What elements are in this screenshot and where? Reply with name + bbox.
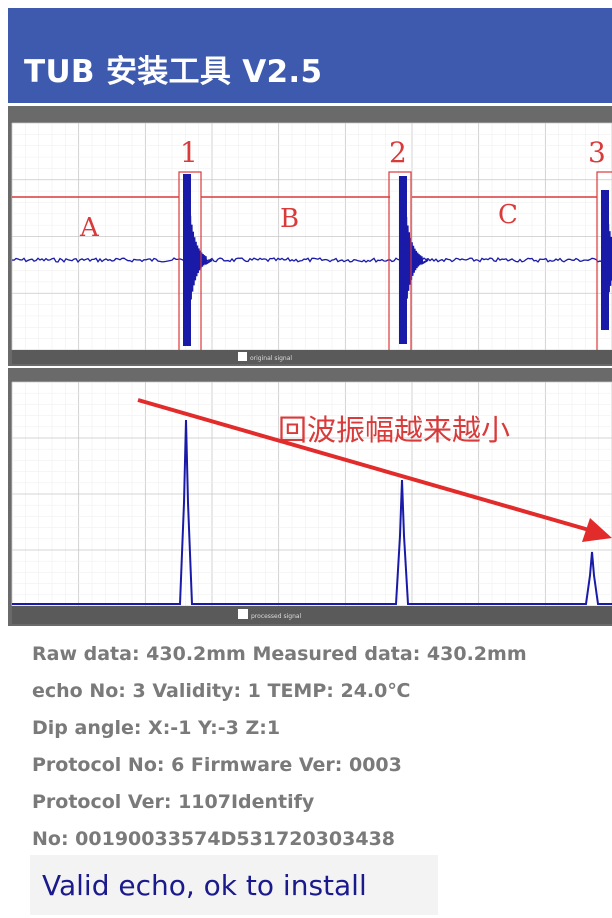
echo-bursts: [183, 173, 612, 346]
echo-burst-core-3: [601, 190, 609, 330]
echo-marker-label-2: 2: [389, 136, 407, 169]
processed-signal-series: [12, 419, 612, 605]
processed-signal-svg: 回波振幅越来越小 processed signal: [11, 381, 612, 624]
protocol-version: Protocol Ver: 1107Identify: [32, 791, 315, 813]
raw-measured-data: Raw data: 430.2mm Measured data: 430.2mm: [32, 643, 527, 665]
segment-label-c: C: [498, 200, 518, 230]
app-title: TUB 安装工具 V2.5: [24, 54, 323, 90]
chart-footer-bar: [12, 606, 612, 624]
raw-signal-series: [11, 257, 612, 264]
grid: [11, 122, 612, 351]
install-status: Valid echo, ok to install: [30, 855, 438, 915]
dip-angle: Dip angle: X:-1 Y:-3 Z:1: [32, 717, 281, 739]
raw-signal-svg: A B C 1 2 3 original signal: [11, 122, 612, 364]
chart-footer-label: processed signal: [251, 613, 302, 620]
decay-arrow-shaft: [137, 398, 597, 534]
chart-footer-bar: [12, 350, 612, 364]
echo-burst-core-1: [183, 174, 191, 346]
segment-label-a: A: [79, 213, 100, 243]
protocol-firmware: Protocol No: 6 Firmware Ver: 0003: [32, 754, 402, 776]
raw-signal-chart: A B C 1 2 3 original signal: [8, 106, 612, 366]
processed-signal-chart: 回波振幅越来越小 processed signal: [8, 368, 612, 626]
amplitude-annotation: 回波振幅越来越小: [278, 413, 510, 447]
echo-marker-label-3: 3: [588, 136, 606, 169]
chart-footer-label: original signal: [250, 355, 292, 362]
install-status-message: Valid echo, ok to install: [42, 869, 367, 902]
echo-burst-core-2: [399, 176, 407, 344]
app-title-bar: TUB 安装工具 V2.5: [8, 8, 612, 103]
footer-icon: [238, 352, 247, 361]
segment-label-b: B: [280, 204, 299, 234]
footer-icon: [238, 609, 248, 619]
echo-validity-temp: echo No: 3 Validity: 1 TEMP: 24.0℃: [32, 680, 411, 702]
device-info: Raw data: 430.2mm Measured data: 430.2mm…: [32, 636, 602, 858]
echo-marker-label-1: 1: [180, 136, 198, 169]
device-number: No: 00190033574D531720303438: [32, 828, 396, 850]
decay-arrow-head: [582, 518, 612, 542]
